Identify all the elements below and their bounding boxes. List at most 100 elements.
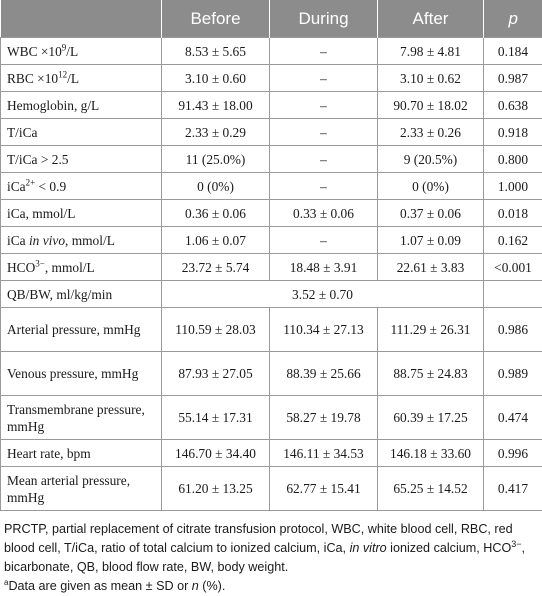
cell-during: 0.33 ± 0.06: [270, 200, 378, 227]
cell-during: –: [270, 227, 378, 254]
cell-p-value: [484, 281, 542, 308]
header-after: After: [378, 0, 484, 38]
cell-before: 91.43 ± 18.00: [162, 92, 270, 119]
header-label: [1, 0, 162, 38]
cell-p-value: 0.018: [484, 200, 542, 227]
cell-after: 1.07 ± 0.09: [378, 227, 484, 254]
header-during: During: [270, 0, 378, 38]
cell-p-value: 1.000: [484, 173, 542, 200]
row-label: Arterial pressure, mmHg: [1, 308, 162, 352]
cell-after: 3.10 ± 0.62: [378, 65, 484, 92]
cell-during: –: [270, 119, 378, 146]
cell-during: –: [270, 65, 378, 92]
row-label: WBC ×109/L: [1, 38, 162, 65]
footnote-text: ionized calcium, HCO: [387, 541, 512, 555]
cell-during: –: [270, 38, 378, 65]
cell-after: 7.98 ± 4.81: [378, 38, 484, 65]
cell-during: 18.48 ± 3.91: [270, 254, 378, 281]
cell-before: 8.53 ± 5.65: [162, 38, 270, 65]
cell-after: 111.29 ± 26.31: [378, 308, 484, 352]
cell-after: 146.18 ± 33.60: [378, 440, 484, 467]
row-label: iCa2+ < 0.9: [1, 173, 162, 200]
row-label: T/iCa > 2.5: [1, 146, 162, 173]
cell-before: 2.33 ± 0.29: [162, 119, 270, 146]
cell-after: 88.75 ± 24.83: [378, 352, 484, 396]
cell-before: 110.59 ± 28.03: [162, 308, 270, 352]
cell-before: 23.72 ± 5.74: [162, 254, 270, 281]
footnote-italic: in vitro: [350, 541, 387, 555]
cell-before: 1.06 ± 0.07: [162, 227, 270, 254]
cell-during: 88.39 ± 25.66: [270, 352, 378, 396]
row-label: Venous pressure, mmHg: [1, 352, 162, 396]
footnote-superscript: 3−: [511, 539, 521, 549]
cell-before: 146.70 ± 34.40: [162, 440, 270, 467]
cell-p-value: 0.996: [484, 440, 542, 467]
cell-during: –: [270, 173, 378, 200]
row-label: T/iCa: [1, 119, 162, 146]
cell-p-value: 0.162: [484, 227, 542, 254]
cell-during: 58.27 ± 19.78: [270, 396, 378, 440]
cell-before: 0.36 ± 0.06: [162, 200, 270, 227]
cell-p-value: <0.001: [484, 254, 542, 281]
cell-after: 2.33 ± 0.26: [378, 119, 484, 146]
row-label: Mean arterial pressure, mmHg: [1, 467, 162, 511]
cell-after: 90.70 ± 18.02: [378, 92, 484, 119]
row-label: QB/BW, ml/kg/min: [1, 281, 162, 308]
cell-before: 3.10 ± 0.60: [162, 65, 270, 92]
cell-p-value: 0.184: [484, 38, 542, 65]
cell-after: 0 (0%): [378, 173, 484, 200]
table-footnote: PRCTP, partial replacement of citrate tr…: [0, 511, 542, 596]
cell-before: 87.93 ± 27.05: [162, 352, 270, 396]
cell-after: 65.25 ± 14.52: [378, 467, 484, 511]
cell-after: 9 (20.5%): [378, 146, 484, 173]
row-label: RBC ×1012/L: [1, 65, 162, 92]
cell-p-value: 0.989: [484, 352, 542, 396]
row-label: HCO3−, mmol/L: [1, 254, 162, 281]
row-label: iCa in vivo, mmol/L: [1, 227, 162, 254]
cell-p-value: 0.638: [484, 92, 542, 119]
cell-after: 22.61 ± 3.83: [378, 254, 484, 281]
cell-p-value: 0.918: [484, 119, 542, 146]
row-label: Transmembrane pressure, mmHg: [1, 396, 162, 440]
cell-during: –: [270, 92, 378, 119]
cell-before: 55.14 ± 17.31: [162, 396, 270, 440]
cell-during: 62.77 ± 15.41: [270, 467, 378, 511]
cell-before: 61.20 ± 13.25: [162, 467, 270, 511]
note-text: (%).: [199, 579, 226, 593]
abbreviations-note: PRCTP, partial replacement of citrate tr…: [4, 520, 538, 577]
header-p-value: p: [484, 0, 542, 38]
cell-p-value: 0.417: [484, 467, 542, 511]
header-before: Before: [162, 0, 270, 38]
note-italic: n: [192, 579, 199, 593]
cell-after: 60.39 ± 17.25: [378, 396, 484, 440]
row-label: iCa, mmol/L: [1, 200, 162, 227]
cell-p-value: 0.800: [484, 146, 542, 173]
cell-p-value: 0.474: [484, 396, 542, 440]
cell-during: 110.34 ± 27.13: [270, 308, 378, 352]
data-format-note: aData are given as mean ± SD or n (%).: [4, 577, 538, 596]
cell-merged-value: 3.52 ± 0.70: [162, 281, 484, 308]
cell-during: –: [270, 146, 378, 173]
header-row: Before During After p: [1, 0, 542, 38]
row-label: Heart rate, bpm: [1, 440, 162, 467]
cell-before: 0 (0%): [162, 173, 270, 200]
cell-p-value: 0.986: [484, 308, 542, 352]
row-label: Hemoglobin, g/L: [1, 92, 162, 119]
note-text: Data are given as mean ± SD or: [8, 579, 191, 593]
cell-p-value: 0.987: [484, 65, 542, 92]
